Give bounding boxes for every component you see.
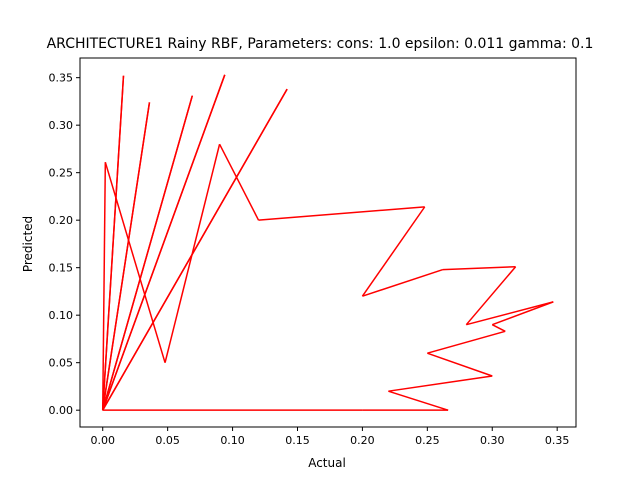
x-tick-label: 0.30 — [480, 434, 505, 447]
line-segment — [362, 268, 444, 297]
chart-title: ARCHITECTURE1 Rainy RBF, Parameters: con… — [47, 36, 594, 52]
x-tick-label: 0.10 — [220, 434, 245, 447]
line-segment — [491, 324, 506, 332]
x-axis-label: Actual — [308, 456, 346, 470]
y-axis-label: Predicted — [21, 216, 35, 272]
line-segment — [466, 301, 554, 326]
line-segment — [101, 162, 107, 411]
x-tick-label: 0.05 — [155, 434, 180, 447]
y-tick-label: 0.25 — [49, 167, 74, 180]
line-segment — [442, 265, 516, 271]
line-segment — [102, 95, 194, 411]
line-segment — [465, 266, 517, 326]
y-tick-label: 0.10 — [49, 309, 74, 322]
y-axis: 0.00 0.05 0.10 0.15 0.20 0.25 0.30 0.35 — [49, 72, 80, 417]
y-tick-label: 0.05 — [49, 357, 74, 370]
y-tick-label: 0.15 — [49, 262, 74, 275]
line-segment — [491, 301, 554, 326]
line-segment — [427, 330, 506, 354]
y-tick-label: 0.30 — [49, 119, 74, 132]
x-tick-label: 0.15 — [285, 434, 310, 447]
line-segment — [218, 143, 260, 221]
line-segment — [102, 88, 288, 411]
line-segment — [361, 206, 426, 297]
x-tick-label: 0.35 — [545, 434, 570, 447]
line-segment — [102, 74, 226, 411]
x-tick-label: 0.20 — [350, 434, 375, 447]
line-segment — [258, 206, 425, 221]
line-segment — [388, 375, 493, 392]
axes-frame — [79, 57, 577, 428]
plot-area — [101, 74, 554, 411]
y-tick-label: 0.00 — [49, 404, 74, 417]
x-tick-label: 0.25 — [415, 434, 440, 447]
line-segment — [427, 352, 493, 377]
plot-border — [79, 57, 577, 428]
line-segment — [101, 75, 125, 411]
y-tick-label: 0.20 — [49, 214, 74, 227]
y-tick-label: 0.35 — [49, 72, 74, 85]
line-segment — [164, 143, 221, 363]
line-segment — [388, 390, 449, 411]
line-segment — [104, 162, 166, 363]
x-axis: 0.00 0.05 0.10 0.15 0.20 0.25 0.30 0.35 — [90, 427, 569, 447]
series-line — [101, 74, 554, 411]
x-tick-label: 0.00 — [90, 434, 115, 447]
line-segment — [101, 102, 151, 411]
